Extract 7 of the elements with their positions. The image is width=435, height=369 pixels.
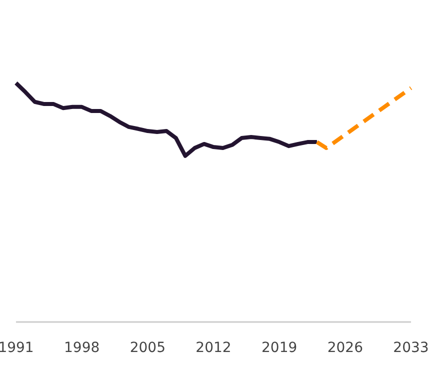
x-tick-label: 1998 [64, 340, 100, 356]
x-tick-label: 2033 [393, 340, 429, 356]
x-tick-label: 2026 [327, 340, 364, 356]
x-tick-label: 2005 [130, 340, 166, 356]
x-tick-label: 2012 [196, 340, 232, 356]
x-tick-label: 2019 [262, 340, 298, 356]
x-tick-label: 1991 [0, 340, 34, 356]
